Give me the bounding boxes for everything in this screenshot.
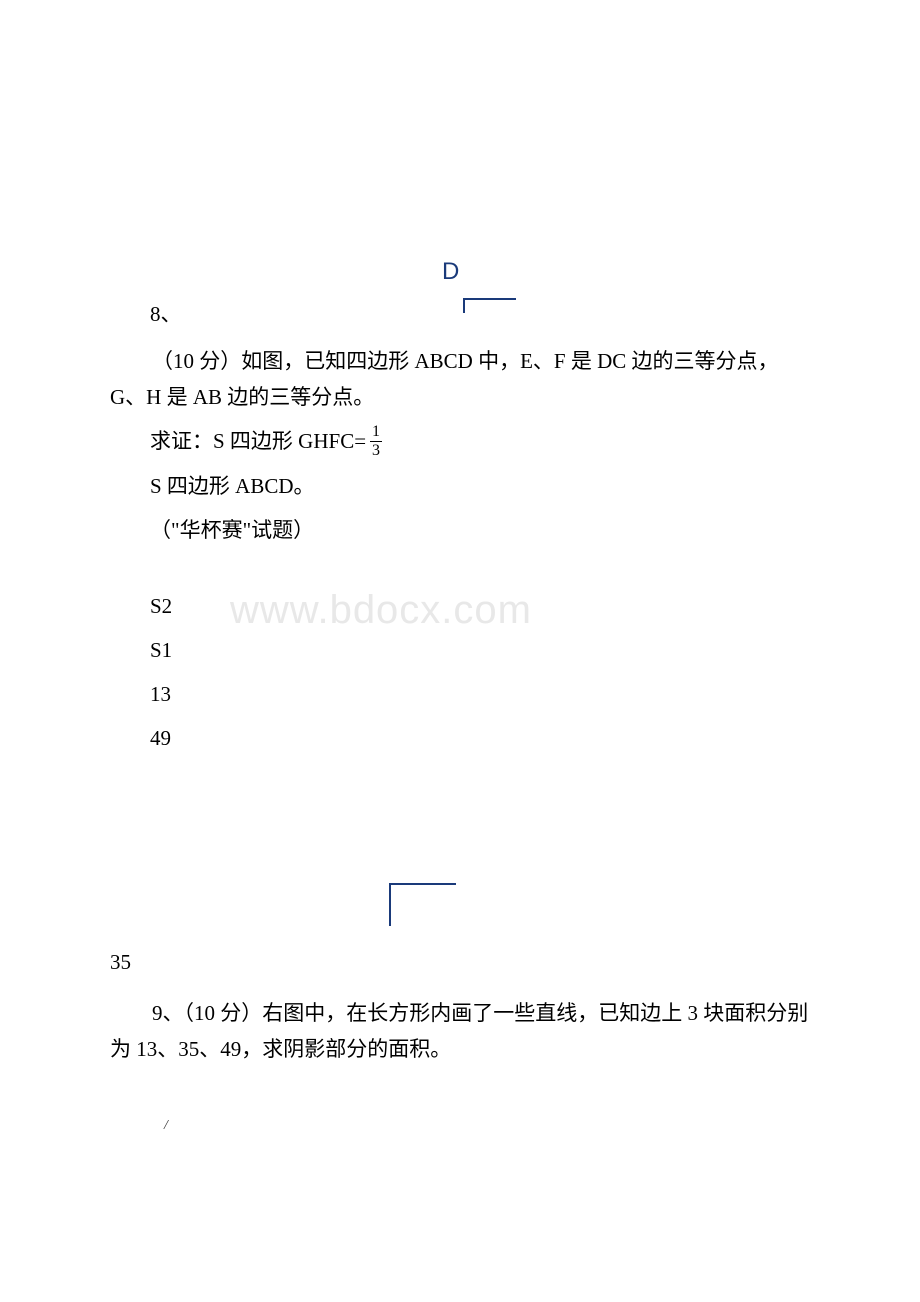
prove-prefix: 求证：S 四边形 GHFC= (150, 429, 366, 453)
fraction-numerator: 1 (370, 423, 382, 442)
figure-label-d: D (442, 258, 459, 286)
label-s1: S1 (150, 638, 172, 663)
problem-8-line3: S 四边形 ABCD。 (150, 470, 315, 500)
label-13: 13 (150, 682, 171, 707)
slash-mark: / (164, 1118, 168, 1134)
problem-9-text: 9、（10 分）右图中，在长方形内画了一些直线，已知边上 3 块面积分别为 13… (110, 996, 810, 1067)
problem-8-number: 8、 (150, 298, 182, 328)
problem-8-prove: 求证：S 四边形 GHFC=13 (150, 425, 382, 461)
label-49: 49 (150, 726, 171, 751)
figure-bracket-1 (462, 295, 518, 315)
label-s2: S2 (150, 594, 172, 619)
problem-8-text: （10 分）如图，已知四边形 ABCD 中，E、F 是 DC 边的三等分点，G、… (110, 344, 810, 415)
watermark-text: www.bdocx.com (230, 588, 532, 633)
fraction-one-third: 13 (370, 423, 382, 459)
fraction-denominator: 3 (370, 442, 382, 460)
label-35: 35 (110, 950, 131, 975)
problem-8-source: （"华杯赛"试题） (150, 514, 314, 544)
figure-bracket-2 (388, 880, 458, 933)
